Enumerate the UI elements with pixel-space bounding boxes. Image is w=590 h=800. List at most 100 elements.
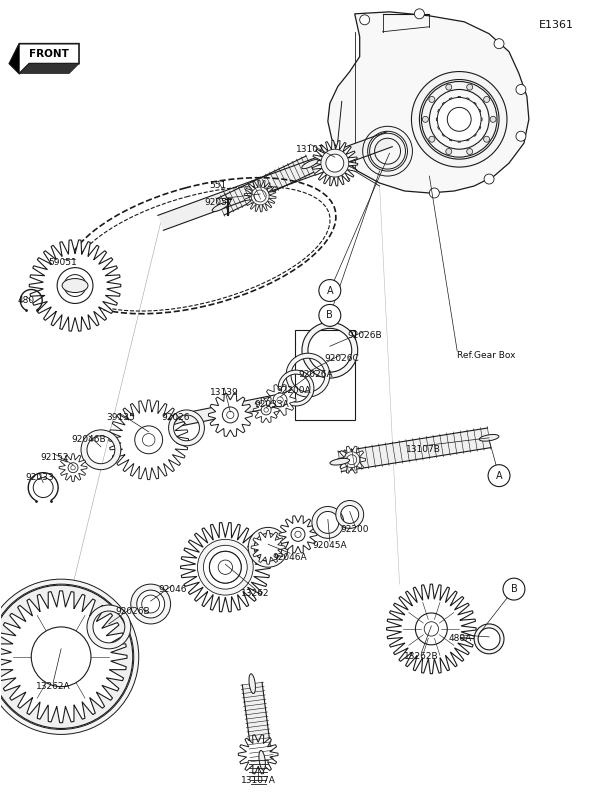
Text: 13262A: 13262A [36,682,70,691]
Circle shape [503,578,525,600]
Polygon shape [264,385,296,415]
Text: FRONT: FRONT [30,49,69,58]
Wedge shape [336,501,363,528]
Polygon shape [9,44,19,74]
Wedge shape [87,605,131,649]
Circle shape [64,274,86,297]
Text: 92026C: 92026C [324,354,359,362]
Wedge shape [81,430,121,470]
Circle shape [422,116,428,122]
Wedge shape [169,410,204,446]
Circle shape [264,408,268,412]
Text: 92026B: 92026B [116,606,150,615]
Text: Ref.Gear Box: Ref.Gear Box [457,350,516,360]
Text: 13107B: 13107B [406,446,441,454]
Circle shape [218,560,232,574]
Circle shape [430,188,440,198]
Text: 92057: 92057 [204,198,232,207]
Ellipse shape [330,458,350,465]
Text: 92033A: 92033A [255,401,290,410]
Circle shape [494,38,504,49]
Wedge shape [344,452,360,468]
Circle shape [484,136,490,142]
Circle shape [142,434,155,446]
Polygon shape [251,530,285,564]
Circle shape [467,149,473,154]
Polygon shape [338,446,366,474]
Wedge shape [251,187,269,205]
Text: E1361: E1361 [539,20,573,30]
Wedge shape [286,354,330,397]
Circle shape [295,531,301,538]
Ellipse shape [249,674,255,694]
Circle shape [467,84,473,90]
Circle shape [67,278,83,294]
Polygon shape [109,400,188,480]
Ellipse shape [212,202,228,211]
Text: 480: 480 [18,296,35,305]
Text: A: A [326,286,333,295]
Ellipse shape [259,750,266,770]
Text: 13107: 13107 [296,145,324,154]
Polygon shape [328,12,529,193]
Text: 39135: 39135 [106,414,135,422]
Text: 92046A: 92046A [273,553,307,562]
Text: B: B [326,310,333,321]
Circle shape [319,279,341,302]
Wedge shape [0,579,139,734]
Circle shape [446,149,452,154]
Text: 13139: 13139 [210,387,239,397]
Circle shape [490,116,496,122]
Circle shape [429,136,435,142]
Wedge shape [411,71,507,167]
Text: 551: 551 [209,181,227,190]
Text: B: B [510,584,517,594]
Ellipse shape [62,278,88,293]
Text: 13262B: 13262B [404,652,439,662]
Polygon shape [437,97,482,142]
Circle shape [209,551,241,583]
Polygon shape [30,240,121,331]
Polygon shape [338,428,491,471]
Text: 13262: 13262 [241,589,270,598]
Text: 59051: 59051 [49,258,77,267]
Polygon shape [208,394,252,437]
Text: 13107A: 13107A [241,776,276,785]
Circle shape [71,466,76,470]
Polygon shape [181,522,270,612]
Ellipse shape [301,159,318,169]
Wedge shape [363,126,412,176]
Wedge shape [278,370,314,406]
Circle shape [261,405,271,415]
Circle shape [437,98,481,142]
Polygon shape [279,516,317,553]
Wedge shape [474,624,504,654]
Text: 92033: 92033 [25,473,54,482]
Text: 92026B: 92026B [348,331,382,340]
Text: 92200A: 92200A [277,386,312,394]
Text: 92200: 92200 [340,525,369,534]
Wedge shape [421,82,497,157]
Text: 92152: 92152 [40,454,68,462]
Polygon shape [253,398,279,422]
Polygon shape [158,132,392,230]
Circle shape [277,397,283,403]
Circle shape [484,174,494,184]
Polygon shape [19,63,79,74]
Circle shape [291,527,305,542]
Polygon shape [0,591,127,722]
Text: A: A [496,470,502,481]
Circle shape [484,97,490,102]
Wedge shape [248,527,288,567]
Circle shape [429,97,435,102]
Circle shape [447,107,471,131]
Circle shape [273,393,287,407]
Circle shape [414,9,424,19]
Ellipse shape [479,434,499,441]
Circle shape [142,595,160,613]
Circle shape [516,85,526,94]
Polygon shape [130,394,281,436]
Circle shape [227,411,234,418]
Text: 92026: 92026 [161,414,190,422]
Polygon shape [9,44,79,74]
